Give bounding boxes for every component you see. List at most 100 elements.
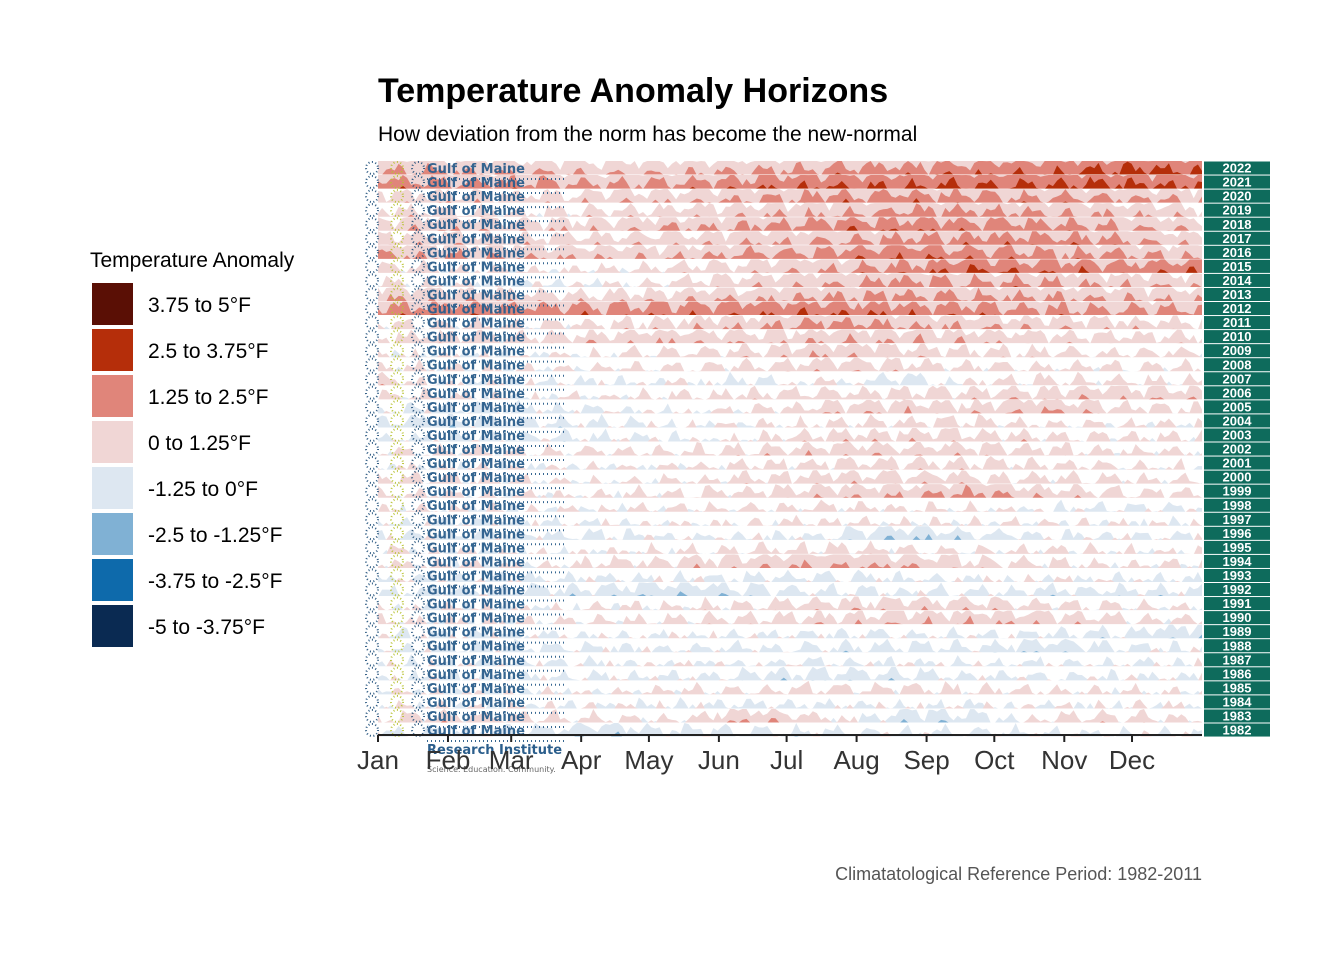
horizon-band-positive	[378, 329, 1202, 344]
chart-caption: Climatatological Reference Period: 1982-…	[835, 864, 1202, 884]
logo-ring-icon	[390, 554, 404, 569]
year-label-bg	[1204, 470, 1270, 484]
year-label: 2007	[1223, 371, 1252, 386]
logo-ring-icon	[365, 596, 379, 611]
year-label-bg	[1204, 302, 1270, 316]
year-labels: 2022202120202019201820172016201520142013…	[1204, 161, 1270, 738]
logo-ring-icon	[365, 329, 379, 344]
year-label: 1987	[1223, 652, 1252, 667]
logo-ring-icon	[365, 315, 379, 330]
horizon-band-positive	[378, 540, 1202, 555]
horizon-band-positive	[378, 273, 1202, 288]
logo-ring-icon	[390, 259, 404, 274]
logo-ring-icon	[390, 231, 404, 246]
horizon-band-negative	[378, 476, 1202, 485]
x-tick-label: Aug	[833, 745, 879, 775]
horizon-band-positive	[378, 514, 1202, 527]
logo-wordmark: Gulf of Maine	[427, 710, 525, 725]
logo-ring-icon	[390, 456, 404, 471]
horizon-band-negative	[378, 399, 1202, 414]
logo-wordmark: Gulf of Maine	[427, 331, 525, 346]
horizon-band-positive	[378, 287, 1202, 302]
horizon-band-negative	[378, 276, 1202, 288]
year-label: 2000	[1223, 470, 1252, 485]
legend-swatch	[92, 283, 133, 325]
horizon-band-negative	[378, 582, 1202, 597]
logo-ring-icon	[411, 526, 425, 541]
logo-ring-icon	[365, 385, 379, 400]
logo-ring-icon	[390, 582, 404, 597]
legend-label: -5 to -3.75°F	[148, 616, 265, 639]
logo-wordmark: Gulf of Maine	[427, 317, 525, 332]
year-label-bg	[1204, 414, 1270, 428]
logo-ring-icon	[365, 470, 379, 485]
horizon-row	[378, 610, 1202, 626]
logo-ring-icon	[365, 245, 379, 260]
logo-wordmark: Gulf of Maine	[427, 204, 525, 219]
chart-subtitle: How deviation from the norm has become t…	[378, 123, 917, 146]
horizon-row	[378, 399, 1202, 415]
logo-ring-icon	[390, 385, 404, 400]
horizon-row	[378, 514, 1202, 527]
logo-ring-icon	[411, 189, 425, 204]
legend-label: 2.5 to 3.75°F	[148, 340, 268, 363]
logo-wordmark: Gulf of Maine	[427, 345, 525, 360]
logo-wordmark: Gulf of Maine	[427, 162, 525, 177]
horizon-row	[378, 413, 1202, 429]
horizon-band-negative	[378, 499, 1202, 513]
x-tick-label: Mar	[489, 745, 534, 775]
year-label: 2018	[1223, 217, 1252, 232]
logo-watermark: Gulf of Maine	[365, 666, 564, 686]
horizon-band-positive	[378, 708, 1202, 723]
x-tick-label: Jan	[357, 745, 399, 775]
logo-ring-icon	[411, 175, 425, 190]
logo-watermark: Gulf of Maine	[365, 540, 564, 560]
logo-ring-icon	[390, 357, 404, 372]
logo-ring-icon	[390, 666, 404, 681]
logo-watermark: Gulf of Maine	[365, 442, 564, 461]
logo-ring-icon	[390, 413, 404, 428]
logo-wordmark: Gulf of Maine	[427, 527, 525, 542]
logo-ring-icon	[390, 343, 404, 358]
horizon-band-positive	[378, 189, 1202, 204]
horizon-band-negative	[378, 371, 1202, 386]
horizon-row	[378, 654, 1202, 668]
horizon-band-positive	[378, 630, 1202, 639]
logo-ring-icon	[411, 582, 425, 597]
logo-ring-icon	[390, 498, 404, 513]
year-label: 1986	[1223, 666, 1252, 681]
horizon-band-positive	[378, 161, 1202, 176]
logo-ring-icon	[390, 175, 404, 190]
year-label-bg	[1204, 639, 1270, 653]
horizon-band-positive	[378, 672, 1202, 681]
year-label-bg	[1204, 540, 1270, 554]
logo-ring-icon	[365, 287, 379, 302]
horizon-band-negative	[378, 526, 1202, 541]
logo-ring-icon	[411, 723, 425, 737]
year-label: 2019	[1223, 203, 1252, 218]
logo-wordmark: Gulf of Maine	[427, 555, 525, 570]
year-label-bg	[1204, 442, 1270, 456]
logo-ring-icon	[390, 540, 404, 555]
legend: Temperature Anomaly 3.75 to 5°F 2.5 to 3.…	[90, 249, 295, 647]
logo-ring-icon	[365, 371, 379, 386]
horizon-band-positive	[378, 371, 1202, 386]
year-label-bg	[1204, 695, 1270, 709]
horizon-band-negative	[378, 723, 1202, 738]
logo-wordmark: Gulf of Maine	[427, 176, 525, 191]
year-label-bg	[1204, 175, 1270, 189]
logo-ring-icon	[365, 456, 379, 471]
logo-watermark: Gulf of Maine	[365, 315, 564, 335]
horizon-band-positive	[378, 470, 1202, 485]
year-label: 1982	[1223, 723, 1252, 738]
year-label: 2001	[1223, 456, 1252, 471]
logo-wordmark: Gulf of Maine	[427, 387, 525, 402]
logo-ring-icon	[365, 442, 379, 456]
horizon-row	[378, 484, 1202, 499]
year-label-bg	[1204, 568, 1270, 582]
horizon-band-positive	[378, 176, 1202, 190]
logo-ring-icon	[390, 680, 404, 695]
horizon-band-positive	[378, 317, 1202, 330]
horizon-band-positive	[378, 245, 1202, 260]
